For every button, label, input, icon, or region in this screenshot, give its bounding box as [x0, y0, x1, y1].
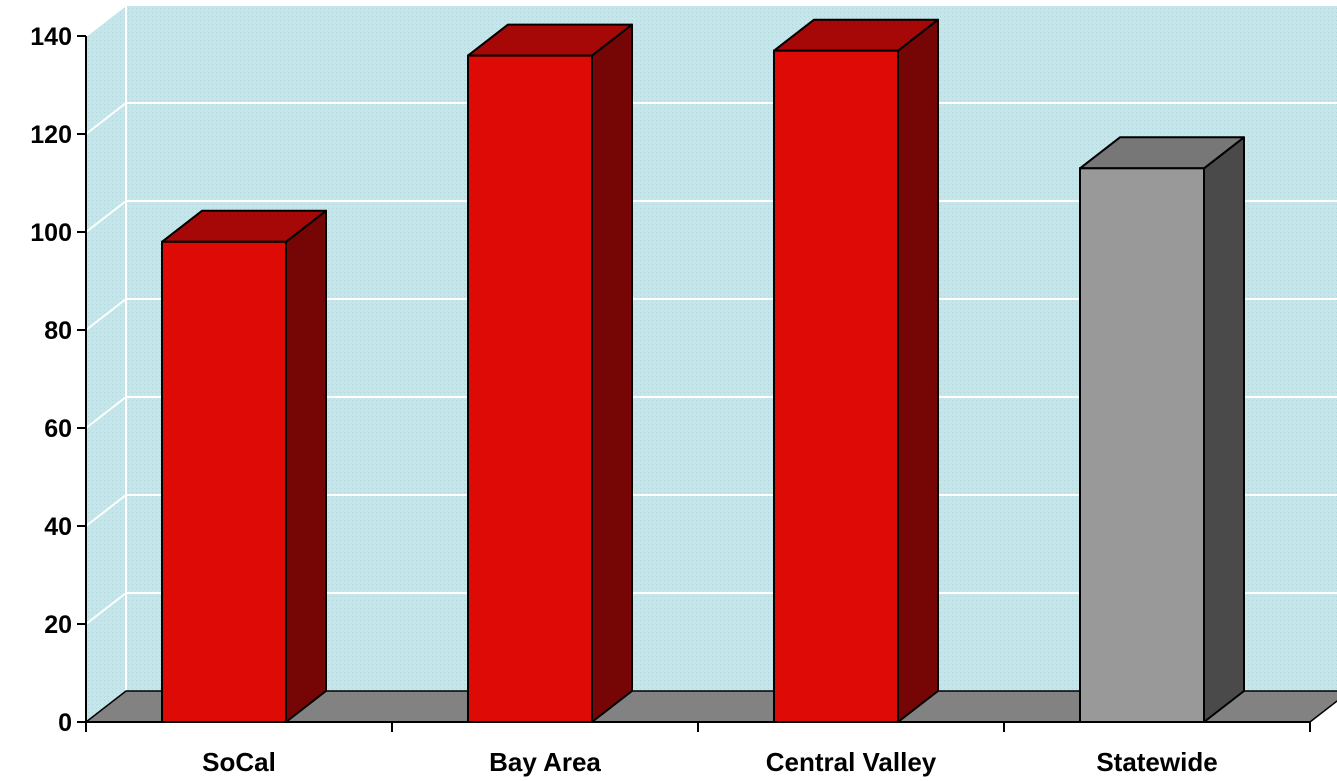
bar	[467, 23, 633, 724]
y-tick-label: 60	[44, 415, 72, 443]
side-wall	[86, 5, 126, 722]
gridline-side	[85, 298, 127, 331]
y-tick-label: 40	[44, 513, 72, 541]
bar-side	[897, 18, 939, 723]
gridline-side	[85, 494, 127, 527]
y-tick-label: 120	[30, 121, 72, 149]
y-tick-label: 140	[30, 23, 72, 51]
gridline-side	[85, 592, 127, 625]
y-tick-label: 80	[44, 317, 72, 345]
bar-front	[1079, 167, 1205, 724]
x-category-label: Bay Area	[489, 747, 601, 777]
x-category-label: SoCal	[202, 747, 276, 777]
bars	[161, 18, 1245, 724]
gridline-side	[85, 200, 127, 233]
gridline-side	[85, 102, 127, 135]
gridline-side	[85, 396, 127, 429]
y-tick-label: 100	[30, 219, 72, 247]
bar-side	[285, 209, 327, 723]
bar-side	[591, 23, 633, 723]
bar-front	[467, 54, 593, 724]
y-tick-label: 0	[58, 709, 72, 737]
gridline-side	[85, 4, 127, 37]
bar	[1079, 136, 1245, 724]
bar	[773, 18, 939, 723]
x-category-label: Central Valley	[766, 747, 937, 777]
y-tick-label: 20	[44, 611, 72, 639]
x-category-label: Statewide	[1096, 747, 1217, 777]
bar	[161, 209, 327, 724]
axis-labels: 0 20 40 60 80 100 120 140 SoCal Bay Area Central V…	[30, 23, 1217, 777]
bar-front	[161, 240, 287, 724]
bar-front	[773, 49, 899, 723]
bar-side	[1203, 136, 1245, 723]
